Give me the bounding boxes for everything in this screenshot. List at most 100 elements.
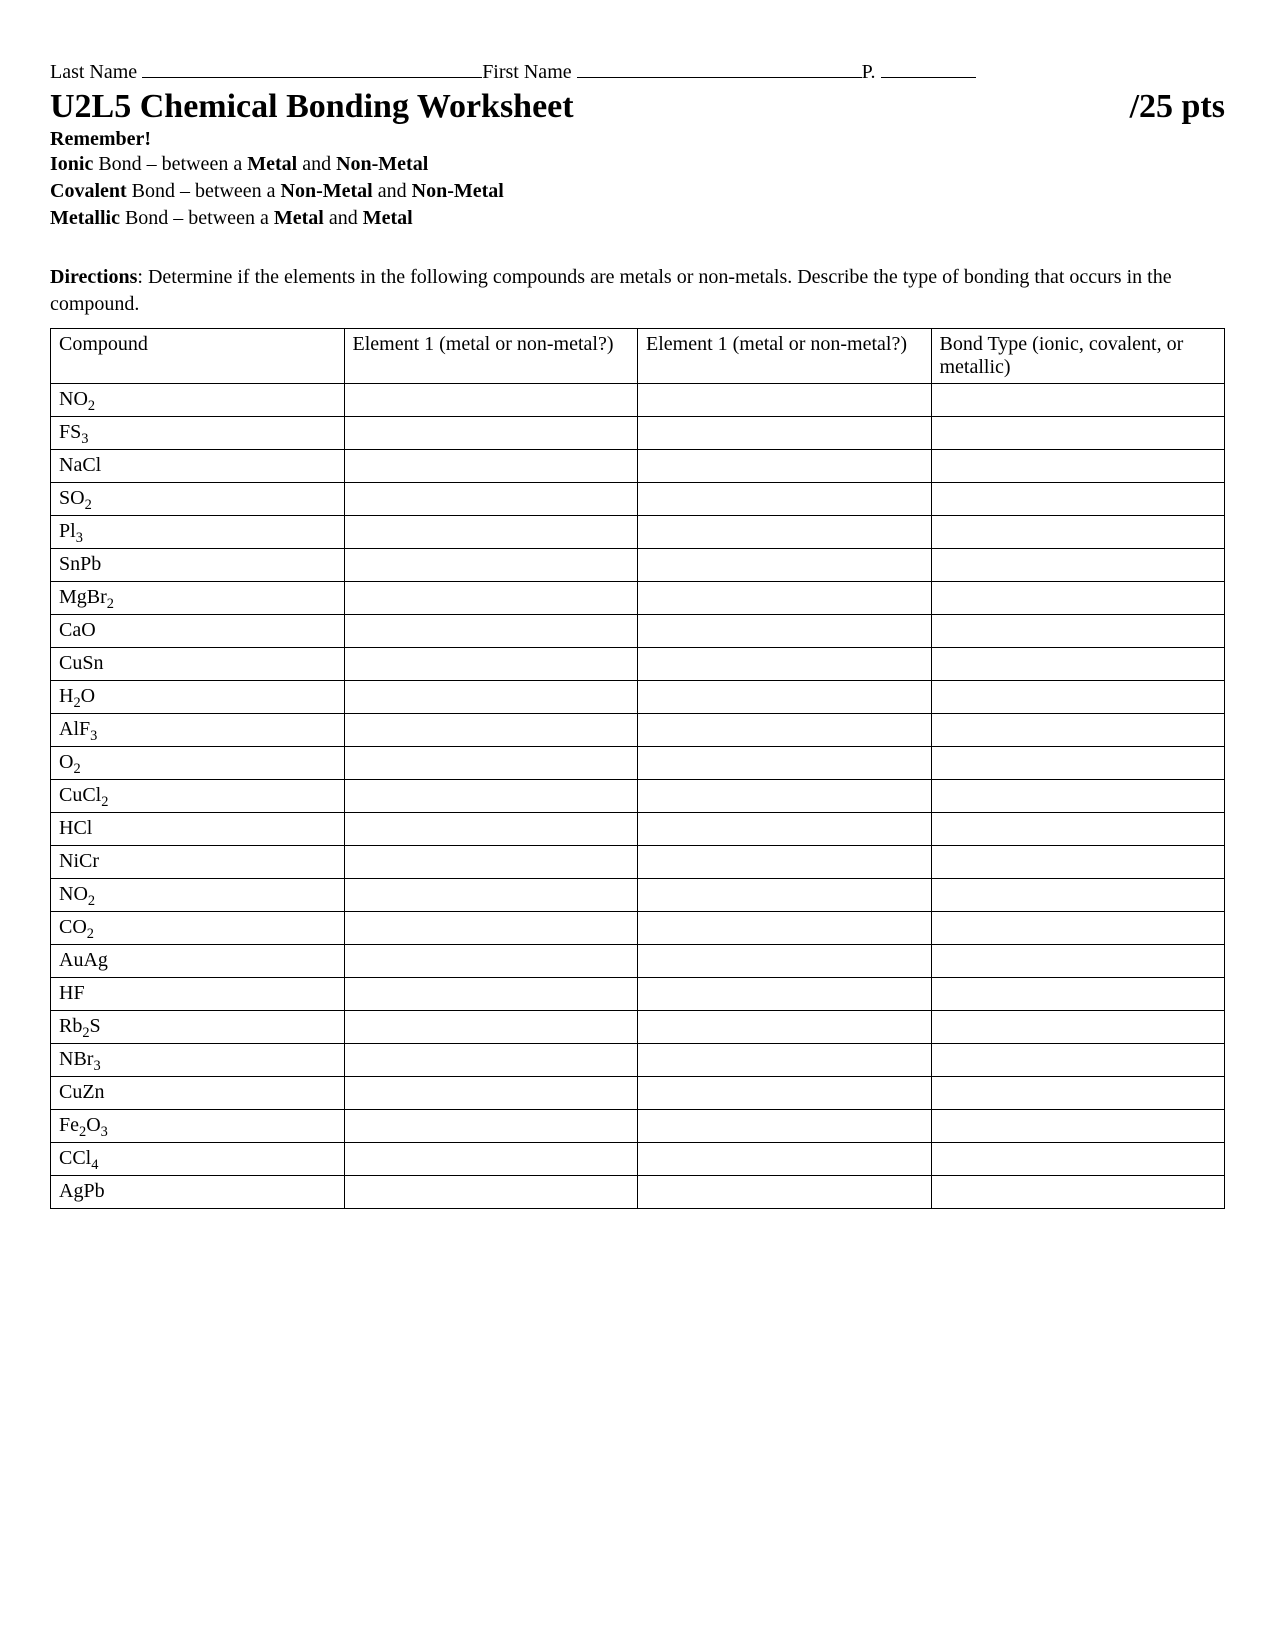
element-cell[interactable] (638, 384, 932, 417)
bond-type-name: Ionic (50, 153, 93, 175)
bond-type-cell[interactable] (931, 1143, 1225, 1176)
element-cell[interactable] (638, 450, 932, 483)
element-cell[interactable] (344, 978, 638, 1011)
bond-type-cell[interactable] (931, 417, 1225, 450)
element-cell[interactable] (638, 1143, 932, 1176)
element-cell[interactable] (344, 450, 638, 483)
element-cell[interactable] (344, 747, 638, 780)
bond-descriptions: Ionic Bond – between a Metal and Non-Met… (50, 151, 1225, 232)
bond-type-cell[interactable] (931, 582, 1225, 615)
element-cell[interactable] (638, 1110, 932, 1143)
bond-type-cell[interactable] (931, 1110, 1225, 1143)
element-cell[interactable] (638, 780, 932, 813)
element-cell[interactable] (638, 615, 932, 648)
compound-cell: CaO (51, 615, 345, 648)
element-cell[interactable] (344, 1176, 638, 1209)
bond-type-cell[interactable] (931, 978, 1225, 1011)
element-cell[interactable] (638, 1044, 932, 1077)
bond-type-cell[interactable] (931, 780, 1225, 813)
element-cell[interactable] (344, 780, 638, 813)
bond-type-cell[interactable] (931, 846, 1225, 879)
compound-cell: Fe2O3 (51, 1110, 345, 1143)
bond-type-cell[interactable] (931, 384, 1225, 417)
bond-type-cell[interactable] (931, 747, 1225, 780)
compound-cell: H2O (51, 681, 345, 714)
bond-type-cell[interactable] (931, 1176, 1225, 1209)
element-cell[interactable] (344, 1110, 638, 1143)
element-cell[interactable] (344, 582, 638, 615)
element-cell[interactable] (638, 1011, 932, 1044)
element-cell[interactable] (344, 813, 638, 846)
element-cell[interactable] (344, 945, 638, 978)
table-row: Rb2S (51, 1011, 1225, 1044)
element-cell[interactable] (344, 615, 638, 648)
last-name-blank[interactable] (142, 56, 482, 78)
element-cell[interactable] (344, 384, 638, 417)
bond-type-cell[interactable] (931, 681, 1225, 714)
element-cell[interactable] (638, 879, 932, 912)
bond-type-cell[interactable] (931, 483, 1225, 516)
period-blank[interactable] (881, 56, 976, 78)
element-cell[interactable] (638, 1077, 932, 1110)
element-cell[interactable] (344, 1077, 638, 1110)
bond-type-cell[interactable] (931, 516, 1225, 549)
element-cell[interactable] (344, 879, 638, 912)
bond-type-cell[interactable] (931, 912, 1225, 945)
element-cell[interactable] (638, 648, 932, 681)
element-cell[interactable] (344, 912, 638, 945)
table-row: Pl3 (51, 516, 1225, 549)
element-cell[interactable] (638, 846, 932, 879)
element-cell[interactable] (638, 582, 932, 615)
table-row: MgBr2 (51, 582, 1225, 615)
bond-type-cell[interactable] (931, 813, 1225, 846)
element-cell[interactable] (344, 714, 638, 747)
element-cell[interactable] (638, 516, 932, 549)
element-cell[interactable] (638, 417, 932, 450)
element-cell[interactable] (638, 945, 932, 978)
bond-type-cell[interactable] (931, 879, 1225, 912)
bond-type-cell[interactable] (931, 1077, 1225, 1110)
element-cell[interactable] (638, 747, 932, 780)
bond-type-cell[interactable] (931, 450, 1225, 483)
element-cell[interactable] (344, 681, 638, 714)
table-row: NO2 (51, 879, 1225, 912)
element-cell[interactable] (344, 1044, 638, 1077)
bond-type-cell[interactable] (931, 615, 1225, 648)
col-header-bondtype: Bond Type (ionic, covalent, or metallic) (931, 329, 1225, 384)
element-cell[interactable] (344, 516, 638, 549)
first-name-blank[interactable] (577, 56, 862, 78)
element-cell[interactable] (638, 714, 932, 747)
worksheet-title: U2L5 Chemical Bonding Worksheet (50, 88, 574, 126)
element-cell[interactable] (344, 1143, 638, 1176)
element-cell[interactable] (638, 813, 932, 846)
table-row: CuZn (51, 1077, 1225, 1110)
element-cell[interactable] (638, 912, 932, 945)
bonding-table: Compound Element 1 (metal or non-metal?)… (50, 328, 1225, 1209)
bond-type-cell[interactable] (931, 648, 1225, 681)
compound-cell: HF (51, 978, 345, 1011)
element-cell[interactable] (344, 1011, 638, 1044)
element-cell[interactable] (344, 417, 638, 450)
directions-text: : Determine if the elements in the follo… (50, 266, 1172, 315)
element-cell[interactable] (638, 978, 932, 1011)
compound-cell: CuZn (51, 1077, 345, 1110)
compound-cell: CCl4 (51, 1143, 345, 1176)
bond-type-cell[interactable] (931, 1011, 1225, 1044)
element-cell[interactable] (344, 846, 638, 879)
element-cell[interactable] (344, 648, 638, 681)
element-cell[interactable] (638, 681, 932, 714)
bond-type-cell[interactable] (931, 1044, 1225, 1077)
table-row: CuCl2 (51, 780, 1225, 813)
element-cell[interactable] (638, 483, 932, 516)
element-cell[interactable] (344, 483, 638, 516)
remember-label: Remember! (50, 128, 1225, 151)
element-cell[interactable] (344, 549, 638, 582)
element-cell[interactable] (638, 549, 932, 582)
bond-type-cell[interactable] (931, 945, 1225, 978)
bond-desc-line: Metallic Bond – between a Metal and Meta… (50, 205, 1225, 232)
bond-type-cell[interactable] (931, 549, 1225, 582)
element-cell[interactable] (638, 1176, 932, 1209)
bond-type-cell[interactable] (931, 714, 1225, 747)
table-row: SnPb (51, 549, 1225, 582)
col-header-compound: Compound (51, 329, 345, 384)
